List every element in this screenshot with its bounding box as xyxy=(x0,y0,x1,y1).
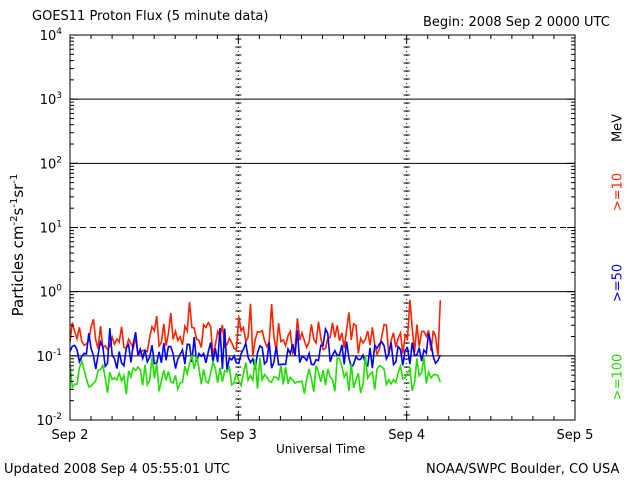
x-tick-label: Sep 5 xyxy=(557,428,594,443)
series-line-50mev xyxy=(69,326,442,371)
legend-series-50: >=50 xyxy=(610,263,626,303)
y-axis-title-mid1: s xyxy=(9,207,27,216)
y-tick-label: 100 xyxy=(40,284,63,301)
y-tick-label: 103 xyxy=(40,91,62,108)
y-tick-label-exp: 4 xyxy=(56,27,62,37)
legend-series-100: >=100 xyxy=(610,353,626,401)
x-tick-label: Sep 3 xyxy=(220,428,257,443)
y-tick-label-base: 10 xyxy=(40,222,57,237)
y-axis-title-sup2: -1 xyxy=(9,197,20,208)
y-tick-label-exp: -2 xyxy=(53,412,62,422)
y-tick-label-exp: 1 xyxy=(56,220,62,230)
begin-time-label: Begin: 2008 Sep 2 0000 UTC xyxy=(423,15,610,30)
y-tick-label-base: 10 xyxy=(36,414,53,429)
y-tick-label-base: 10 xyxy=(36,350,53,365)
x-tick-label: Sep 4 xyxy=(388,428,425,443)
y-axis-title: Particles cm-2s-1sr-1 xyxy=(9,174,27,317)
credit-label: NOAA/SWPC Boulder, CO USA xyxy=(426,462,620,477)
y-tick-label: 102 xyxy=(40,155,62,172)
chart-title: GOES11 Proton Flux (5 minute data) xyxy=(32,9,269,24)
y-tick-label: 104 xyxy=(40,27,63,44)
series-line-10mev xyxy=(69,299,442,358)
y-tick-label-exp: 0 xyxy=(56,284,62,294)
y-axis-title-mid2: sr xyxy=(9,183,27,198)
y-tick-label-base: 10 xyxy=(40,157,57,172)
y-tick-label-base: 10 xyxy=(40,286,57,301)
y-tick-label-base: 10 xyxy=(40,29,57,44)
series-layer xyxy=(69,299,442,395)
y-axis-title-sup3: -1 xyxy=(9,173,20,184)
y-axis-title-base: Particles cm xyxy=(9,225,27,317)
legend-unit-mev: MeV xyxy=(610,113,626,143)
y-tick-label-exp: 3 xyxy=(56,91,62,101)
x-tick-label: Sep 2 xyxy=(52,428,89,443)
y-tick-label-exp: -1 xyxy=(53,348,62,358)
y-tick-label: 10-2 xyxy=(36,412,62,429)
updated-timestamp: Updated 2008 Sep 4 05:55:01 UTC xyxy=(4,462,231,477)
y-tick-label: 101 xyxy=(40,220,62,237)
y-tick-label-exp: 2 xyxy=(56,155,62,165)
y-tick-label-base: 10 xyxy=(40,93,57,108)
legend-series-10: >=10 xyxy=(610,172,626,212)
y-axis-title-sup1: -2 xyxy=(9,215,20,226)
y-tick-label: 10-1 xyxy=(36,348,62,365)
series-line-100mev xyxy=(69,354,442,395)
x-axis-title: Universal Time xyxy=(276,442,366,456)
grid-layer xyxy=(70,35,575,420)
